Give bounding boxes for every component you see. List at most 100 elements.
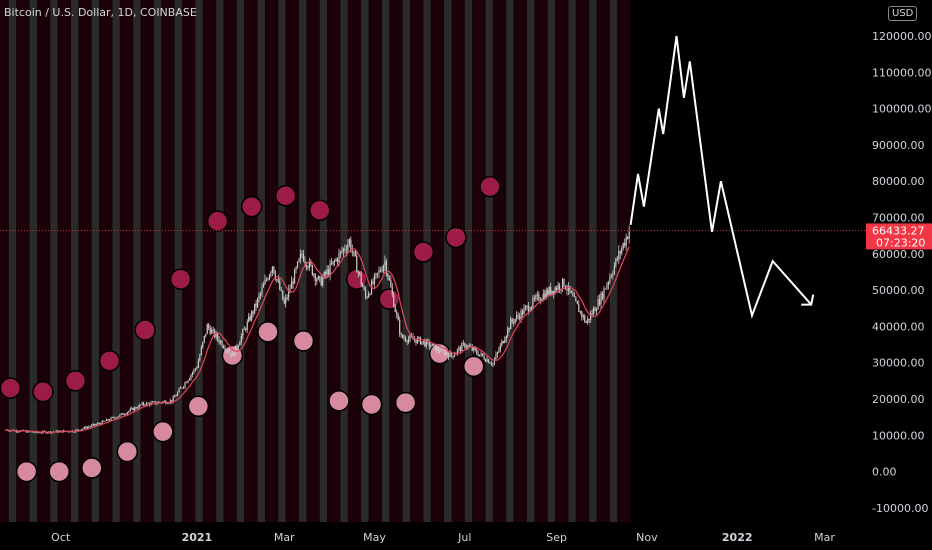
candle-body (619, 251, 621, 254)
candle-body (558, 284, 561, 290)
candle-body (391, 287, 393, 295)
candle-body (181, 387, 183, 389)
candle-body (519, 316, 521, 319)
candle-body (523, 308, 525, 315)
candle-body (221, 341, 223, 347)
candle-body (328, 269, 330, 275)
circle-light (81, 457, 103, 479)
band-gray (340, 0, 348, 522)
candle-body (409, 335, 411, 339)
currency-button[interactable]: USD (888, 6, 918, 21)
candle-body (283, 299, 285, 304)
candle-body (145, 402, 148, 406)
candle-body (248, 316, 250, 322)
candle-body (325, 271, 327, 275)
candle-body (219, 341, 222, 343)
candle-body (295, 267, 297, 270)
candle-body (240, 335, 242, 343)
band-dark (78, 0, 92, 522)
candle-body (378, 270, 380, 274)
candle-body (246, 321, 248, 330)
candle-body (194, 368, 197, 370)
band-dark (285, 0, 300, 522)
candle-body (341, 251, 343, 253)
last-price-countdown: 07:23:20 (876, 236, 925, 249)
candle-body (184, 382, 186, 387)
candle-body (202, 341, 204, 348)
price-axis-bg (866, 0, 932, 550)
candle-body (456, 349, 459, 354)
last-price-value: 66433.27 (872, 224, 925, 237)
candle-body (373, 275, 376, 284)
candle-body (296, 261, 299, 268)
candle-body (222, 346, 225, 349)
candle-body (443, 349, 445, 355)
candle-body (252, 311, 254, 314)
candle-body (447, 354, 450, 358)
candle-body (342, 248, 345, 252)
candle-body (517, 315, 519, 317)
circle-light (15, 460, 38, 483)
candle-body (406, 340, 408, 342)
band-dark (37, 0, 51, 522)
candle-body (80, 429, 83, 431)
candle-body (308, 261, 310, 268)
candle-body (177, 392, 179, 396)
circle-dark (378, 288, 401, 310)
candle-body (348, 239, 350, 245)
band-gray (589, 0, 597, 522)
candle-body (329, 263, 331, 275)
candle-body (97, 423, 99, 425)
circle-dark (274, 184, 297, 207)
circle-dark (134, 319, 156, 341)
candle-body (320, 277, 322, 286)
candle-body (396, 311, 398, 315)
candle-body (171, 400, 173, 403)
candle-body (258, 295, 260, 299)
circle-dark (64, 370, 87, 392)
candle-body (624, 243, 626, 246)
candle-body (483, 355, 485, 360)
candle-body (98, 423, 100, 424)
candle-body (576, 301, 578, 305)
circle-light (328, 390, 350, 412)
candle-body (237, 345, 239, 348)
candle-body (379, 270, 382, 272)
candle-body (190, 374, 192, 379)
candle-body (461, 343, 463, 351)
candle-body (259, 293, 262, 296)
band-dark (575, 0, 590, 522)
candle-body (625, 237, 627, 246)
candle-body (462, 343, 464, 345)
candle-body (333, 261, 336, 262)
candle-body (110, 417, 112, 421)
candle-body (236, 345, 238, 348)
candle-body (264, 279, 266, 285)
band-dark (534, 0, 548, 522)
candle-body (556, 287, 558, 290)
circle-dark (206, 210, 229, 232)
candle-body (314, 274, 316, 282)
candle-body (129, 408, 131, 412)
candle-body (538, 294, 540, 301)
candle-body (148, 403, 151, 405)
candle-body (459, 347, 461, 351)
y-tick-label: 80000.00 (872, 175, 925, 188)
candle-body (233, 353, 235, 356)
candle-body (347, 244, 349, 251)
candle-body (267, 279, 269, 281)
circle-light (152, 420, 174, 443)
candle-body (319, 276, 321, 278)
candle-body (126, 412, 128, 414)
band-dark (451, 0, 465, 522)
candle-body (606, 284, 608, 289)
candle-body (376, 273, 379, 274)
y-tick-label: 50000.00 (872, 284, 925, 297)
candle-body (498, 350, 500, 353)
candle-body (400, 333, 402, 335)
candle-body (422, 340, 424, 342)
band-dark (492, 0, 507, 522)
candle-body (332, 261, 334, 265)
y-tick-label: -10000.00 (872, 502, 928, 515)
